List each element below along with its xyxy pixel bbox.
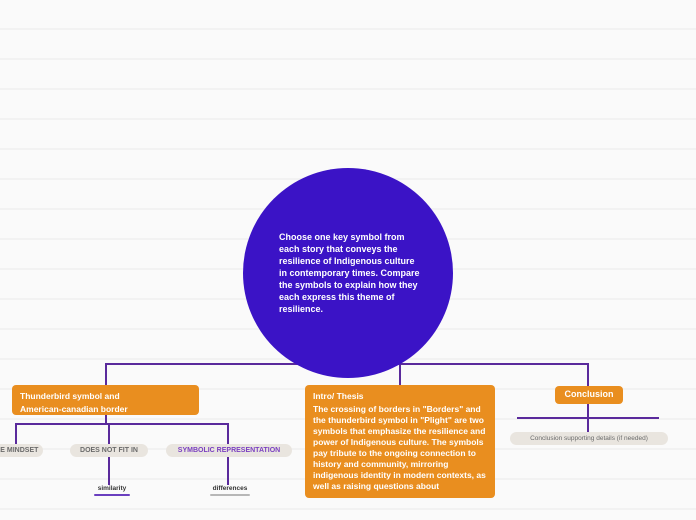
intro-thesis-title: Intro/ Thesis — [313, 391, 487, 402]
branch-thunderbird-line2: American-canadian border — [20, 404, 191, 415]
mindmap-canvas: Choose one key symbol from each story th… — [0, 0, 696, 520]
intro-thesis-body: The crossing of borders in "Borders" and… — [313, 404, 487, 492]
branch-thunderbird-line1: Thunderbird symbol and — [20, 391, 191, 402]
tiny-similarity[interactable]: similarity — [94, 485, 130, 496]
tiny-differences[interactable]: differences — [210, 485, 250, 496]
central-topic-text: Choose one key symbol from each story th… — [243, 231, 453, 316]
pill-symbolic-representation[interactable]: SYMBOLIC REPRESENTATION — [166, 444, 292, 457]
branch-thunderbird-header[interactable]: Thunderbird symbol and American-canadian… — [12, 385, 199, 415]
pill-mindset[interactable]: LE MINDSET — [0, 444, 43, 457]
conclusion-label: Conclusion — [565, 389, 614, 399]
pill-does-not-fit-in[interactable]: DOES NOT FIT IN — [70, 444, 148, 457]
branch-intro-thesis[interactable]: Intro/ Thesis The crossing of borders in… — [305, 385, 495, 498]
pill-conclusion-support[interactable]: Conclusion supporting details (if needed… — [510, 432, 668, 445]
central-topic-node[interactable]: Choose one key symbol from each story th… — [243, 168, 453, 378]
branch-conclusion-header[interactable]: Conclusion — [555, 386, 623, 404]
